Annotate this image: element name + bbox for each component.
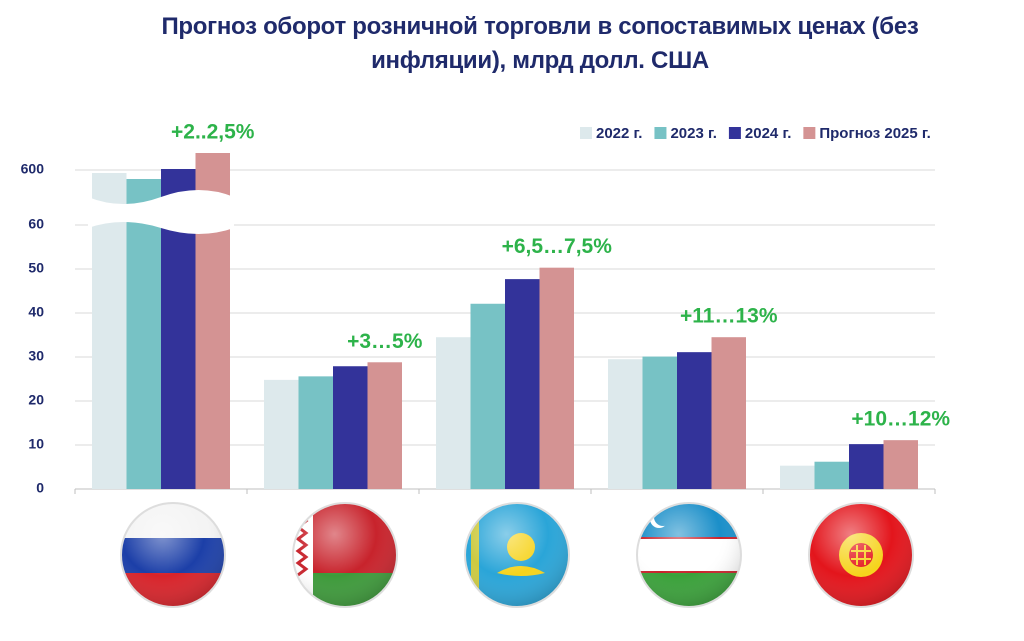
- y-tick-label: 30: [28, 348, 44, 364]
- bar: [470, 303, 505, 489]
- growth-annotation: +3…5%: [347, 330, 423, 353]
- bar: [126, 179, 161, 489]
- axis-break: [88, 190, 234, 234]
- y-tick-label: 600: [21, 161, 45, 177]
- bar: [298, 376, 333, 489]
- growth-annotation: +10…12%: [851, 408, 950, 431]
- bar: [849, 444, 884, 489]
- bar: [505, 279, 540, 489]
- bar: [436, 337, 471, 489]
- growth-annotation: +6,5…7,5%: [502, 235, 613, 258]
- y-tick-label: 50: [28, 260, 44, 276]
- legend-label: 2023 г.: [670, 125, 716, 142]
- flag-russia: [120, 502, 226, 608]
- bar: [608, 359, 643, 489]
- y-tick-label: 10: [28, 436, 44, 452]
- bar: [780, 465, 815, 489]
- bar: [264, 379, 299, 489]
- flag-kyrgyzstan: [808, 502, 914, 608]
- legend-swatch: [580, 127, 592, 139]
- bar: [367, 362, 402, 489]
- legend-swatch: [654, 127, 667, 139]
- bar: [814, 461, 849, 489]
- growth-annotation: +2..2,5%: [171, 121, 255, 144]
- flag-uzbekistan: [636, 502, 742, 608]
- bar: [711, 337, 746, 489]
- bar: [642, 356, 677, 489]
- bar: [333, 366, 368, 489]
- flag-belarus: [292, 502, 398, 608]
- y-tick-label: 20: [28, 392, 44, 408]
- y-tick-label: 60: [28, 216, 44, 232]
- legend-swatch: [728, 127, 741, 139]
- bar: [539, 267, 574, 489]
- legend-label: 2024 г.: [745, 125, 791, 142]
- bar: [92, 173, 127, 489]
- legend-label: Прогноз 2025 г.: [819, 125, 930, 142]
- legend-swatch: [803, 127, 816, 139]
- y-tick-label: 0: [36, 480, 44, 496]
- flags: [120, 502, 914, 608]
- chart-title: Прогноз оборот розничной торговли в сопо…: [161, 13, 919, 74]
- bar: [883, 440, 918, 489]
- flag-kazakhstan: [464, 502, 570, 608]
- y-tick-label: 40: [28, 304, 44, 320]
- growth-annotation: +11…13%: [680, 305, 778, 328]
- bar: [677, 352, 712, 489]
- legend-label: 2022 г.: [596, 125, 642, 142]
